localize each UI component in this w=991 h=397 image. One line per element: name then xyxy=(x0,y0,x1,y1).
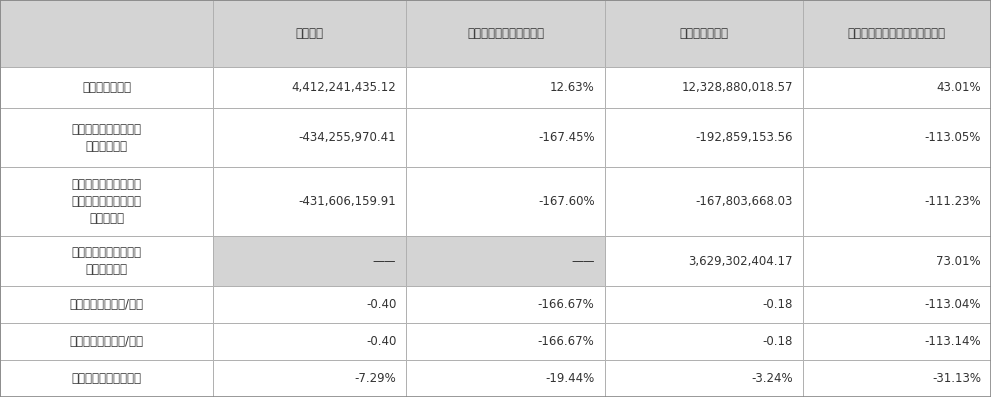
Bar xyxy=(605,67,803,108)
Text: -167,803,668.03: -167,803,668.03 xyxy=(696,195,793,208)
Text: 本报告期: 本报告期 xyxy=(295,27,324,40)
Text: -113.04%: -113.04% xyxy=(925,298,981,311)
Bar xyxy=(406,286,605,323)
Text: 加权平均净资产收益率: 加权平均净资产收益率 xyxy=(71,372,142,385)
Text: -111.23%: -111.23% xyxy=(925,195,981,208)
Text: -31.13%: -31.13% xyxy=(933,372,981,385)
Text: 经营活动产生的现金流
量净额（元）: 经营活动产生的现金流 量净额（元） xyxy=(71,247,142,276)
Bar xyxy=(213,360,406,397)
Text: 归属于上市公司股东的
扣除非经常性损益的净
利润（元）: 归属于上市公司股东的 扣除非经常性损益的净 利润（元） xyxy=(71,178,142,225)
Bar xyxy=(406,360,605,397)
Bar xyxy=(605,237,803,286)
Text: -167.45%: -167.45% xyxy=(538,131,595,144)
Text: 年初至报告期末: 年初至报告期末 xyxy=(679,27,728,40)
Bar xyxy=(213,67,406,108)
Text: -166.67%: -166.67% xyxy=(538,298,595,311)
Bar xyxy=(406,167,605,237)
Bar xyxy=(0,360,213,397)
Bar xyxy=(803,360,991,397)
Bar xyxy=(803,0,991,67)
Text: 73.01%: 73.01% xyxy=(936,255,981,268)
Bar xyxy=(213,323,406,360)
Bar xyxy=(803,286,991,323)
Text: -192,859,153.56: -192,859,153.56 xyxy=(696,131,793,144)
Bar xyxy=(213,108,406,167)
Text: -19.44%: -19.44% xyxy=(545,372,595,385)
Bar xyxy=(0,67,213,108)
Bar xyxy=(406,67,605,108)
Text: 年初至报告期末比上年同期增减: 年初至报告期末比上年同期增减 xyxy=(848,27,945,40)
Text: 43.01%: 43.01% xyxy=(936,81,981,94)
Text: 基本每股收益（元/股）: 基本每股收益（元/股） xyxy=(69,298,144,311)
Bar xyxy=(605,286,803,323)
Text: ——: —— xyxy=(571,255,595,268)
Bar xyxy=(406,323,605,360)
Text: -0.40: -0.40 xyxy=(366,335,396,348)
Bar xyxy=(0,237,213,286)
Bar xyxy=(213,0,406,67)
Text: 4,412,241,435.12: 4,412,241,435.12 xyxy=(291,81,396,94)
Text: -3.24%: -3.24% xyxy=(751,372,793,385)
Bar xyxy=(803,108,991,167)
Text: -113.05%: -113.05% xyxy=(925,131,981,144)
Bar xyxy=(803,237,991,286)
Text: -0.18: -0.18 xyxy=(762,335,793,348)
Bar xyxy=(213,286,406,323)
Bar xyxy=(605,108,803,167)
Text: 营业收入（元）: 营业收入（元） xyxy=(82,81,131,94)
Bar xyxy=(213,237,406,286)
Text: 本报告期比上年同期增减: 本报告期比上年同期增减 xyxy=(467,27,544,40)
Text: -0.40: -0.40 xyxy=(366,298,396,311)
Text: -166.67%: -166.67% xyxy=(538,335,595,348)
Bar xyxy=(803,323,991,360)
Text: -167.60%: -167.60% xyxy=(538,195,595,208)
Text: 稀释每股收益（元/股）: 稀释每股收益（元/股） xyxy=(69,335,144,348)
Text: 归属于上市公司股东的
净利润（元）: 归属于上市公司股东的 净利润（元） xyxy=(71,123,142,153)
Bar xyxy=(0,286,213,323)
Text: -0.18: -0.18 xyxy=(762,298,793,311)
Text: 3,629,302,404.17: 3,629,302,404.17 xyxy=(689,255,793,268)
Bar xyxy=(406,108,605,167)
Text: -434,255,970.41: -434,255,970.41 xyxy=(298,131,396,144)
Bar xyxy=(406,0,605,67)
Bar xyxy=(803,167,991,237)
Text: -7.29%: -7.29% xyxy=(355,372,396,385)
Text: ——: —— xyxy=(373,255,396,268)
Bar xyxy=(0,323,213,360)
Bar xyxy=(605,0,803,67)
Bar xyxy=(0,108,213,167)
Text: -431,606,159.91: -431,606,159.91 xyxy=(298,195,396,208)
Bar xyxy=(605,323,803,360)
Text: 12.63%: 12.63% xyxy=(550,81,595,94)
Bar xyxy=(213,167,406,237)
Bar xyxy=(0,167,213,237)
Bar xyxy=(0,0,213,67)
Text: -113.14%: -113.14% xyxy=(925,335,981,348)
Text: 12,328,880,018.57: 12,328,880,018.57 xyxy=(681,81,793,94)
Bar xyxy=(406,237,605,286)
Bar xyxy=(803,67,991,108)
Bar xyxy=(605,360,803,397)
Bar xyxy=(605,167,803,237)
